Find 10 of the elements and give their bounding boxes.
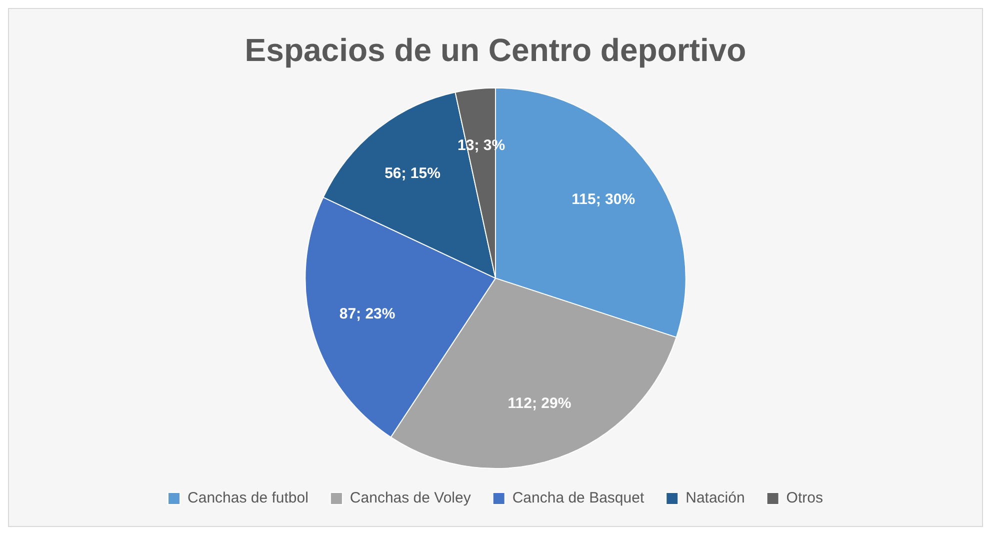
legend-label: Natación [686, 490, 745, 507]
data-label: 115; 30% [572, 191, 636, 208]
data-label: 112; 29% [508, 395, 572, 412]
chart-title: Espacios de un Centro deportivo [244, 32, 746, 68]
data-label: 56; 15% [384, 165, 440, 182]
legend-label: Canchas de Voley [350, 490, 472, 507]
legend-label: Cancha de Basquet [512, 490, 645, 507]
data-label: 87; 23% [339, 305, 396, 322]
legend-label: Otros [786, 490, 823, 507]
legend-label: Canchas de futbol [188, 490, 308, 507]
